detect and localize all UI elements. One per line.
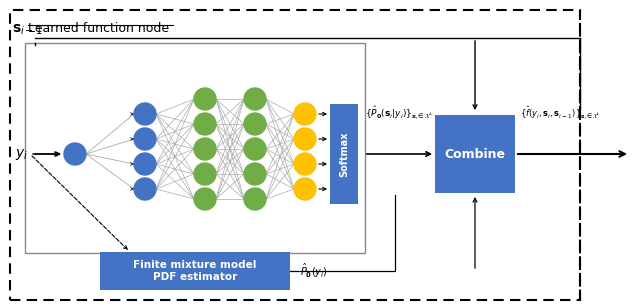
Circle shape <box>294 103 316 125</box>
FancyBboxPatch shape <box>330 104 358 204</box>
Circle shape <box>194 188 216 210</box>
Circle shape <box>244 113 266 135</box>
Circle shape <box>194 138 216 160</box>
Circle shape <box>194 113 216 135</box>
Circle shape <box>244 138 266 160</box>
Text: $\{\hat{f}(y_i, \mathbf{s}_i, \mathbf{s}_{i-1})\}_{\mathbf{s}_i \in \mathcal{X}^: $\{\hat{f}(y_i, \mathbf{s}_i, \mathbf{s}… <box>520 104 601 122</box>
Circle shape <box>134 178 156 200</box>
Circle shape <box>134 153 156 175</box>
Circle shape <box>194 163 216 185</box>
Text: Finite mixture model
PDF estimator: Finite mixture model PDF estimator <box>133 260 257 282</box>
FancyBboxPatch shape <box>25 43 365 253</box>
Text: $\{\hat{P}_{\mathbf{0}}(\mathbf{s}_i|y_i)\}_{\mathbf{s}_i \in \mathcal{X}^L}$: $\{\hat{P}_{\mathbf{0}}(\mathbf{s}_i|y_i… <box>365 104 433 122</box>
Circle shape <box>194 88 216 110</box>
Circle shape <box>294 153 316 175</box>
FancyBboxPatch shape <box>435 115 515 193</box>
FancyBboxPatch shape <box>100 252 290 290</box>
Circle shape <box>294 128 316 150</box>
Text: $y_i$: $y_i$ <box>15 147 28 161</box>
Text: Softmax: Softmax <box>339 131 349 177</box>
Circle shape <box>244 88 266 110</box>
Circle shape <box>244 163 266 185</box>
Circle shape <box>134 103 156 125</box>
Circle shape <box>64 143 86 165</box>
Text: $\mathbf{s}_{i-1}$: $\mathbf{s}_{i-1}$ <box>12 23 42 37</box>
Circle shape <box>134 128 156 150</box>
Circle shape <box>244 188 266 210</box>
Text: Learned function node: Learned function node <box>28 22 169 35</box>
Text: $\hat{P}_{\mathbf{0}}(y_i)$: $\hat{P}_{\mathbf{0}}(y_i)$ <box>300 262 328 280</box>
Text: Combine: Combine <box>445 148 506 160</box>
Circle shape <box>294 178 316 200</box>
